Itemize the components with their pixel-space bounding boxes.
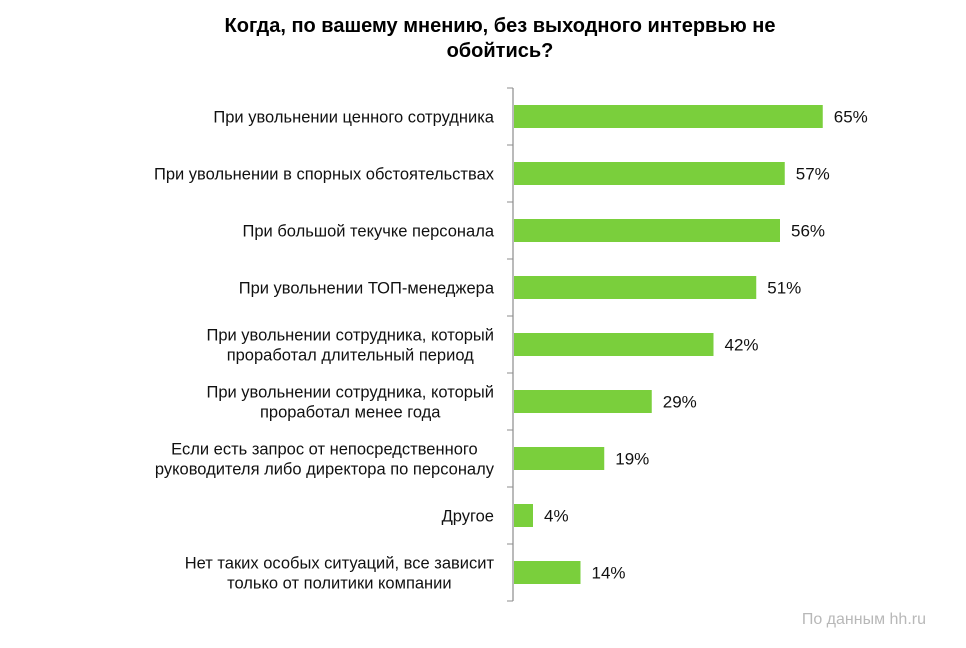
value-label: 57% xyxy=(796,165,830,184)
value-label: 4% xyxy=(544,507,569,526)
value-labels-group: 65% 57% 56% 51% 42% 29% 19% 4% 14% xyxy=(544,108,868,583)
category-label: Нет таких особых ситуаций, все зависит xyxy=(185,555,495,573)
category-label: проработал менее года xyxy=(260,404,441,422)
category-axis xyxy=(507,87,514,602)
value-label: 14% xyxy=(592,564,626,583)
category-label: При увольнении сотрудника, который xyxy=(206,327,494,345)
category-label: При увольнении сотрудника, который xyxy=(206,384,494,402)
category-label: Если есть запрос от непосредственного xyxy=(171,441,478,459)
value-label: 29% xyxy=(663,393,697,412)
bar xyxy=(514,105,823,128)
value-label: 42% xyxy=(725,336,759,355)
bar xyxy=(514,447,605,470)
value-label: 56% xyxy=(791,222,825,241)
source-note: По данным hh.ru xyxy=(801,611,926,628)
bar xyxy=(514,162,785,185)
value-label: 19% xyxy=(615,450,649,469)
category-label: Другое xyxy=(442,508,494,526)
category-label: руководителя либо директора по персоналу xyxy=(155,461,495,479)
category-label: При увольнении в спорных обстоятельствах xyxy=(154,166,495,184)
bars-group xyxy=(514,105,823,584)
bar xyxy=(514,561,581,584)
bar xyxy=(514,504,533,527)
bar xyxy=(514,333,714,356)
category-label: проработал длительный период xyxy=(227,347,474,365)
category-label: При увольнении ТОП-менеджера xyxy=(239,280,495,298)
category-label: При увольнении ценного сотрудника xyxy=(213,109,494,127)
chart-title: Когда, по вашему мнению, без выходного и… xyxy=(150,14,850,64)
chart-title-line-2: обойтись? xyxy=(446,40,554,62)
category-label: При большой текучке персонала xyxy=(243,223,495,241)
chart-title-line-1: Когда, по вашему мнению, без выходного и… xyxy=(224,15,776,37)
bar xyxy=(514,276,757,299)
value-label: 65% xyxy=(834,108,868,127)
category-label: только от политики компании xyxy=(227,575,452,593)
category-labels-group: При увольнении ценного сотрудника При уво… xyxy=(154,109,495,593)
bar xyxy=(514,390,652,413)
value-label: 51% xyxy=(767,279,801,298)
bar xyxy=(514,219,780,242)
